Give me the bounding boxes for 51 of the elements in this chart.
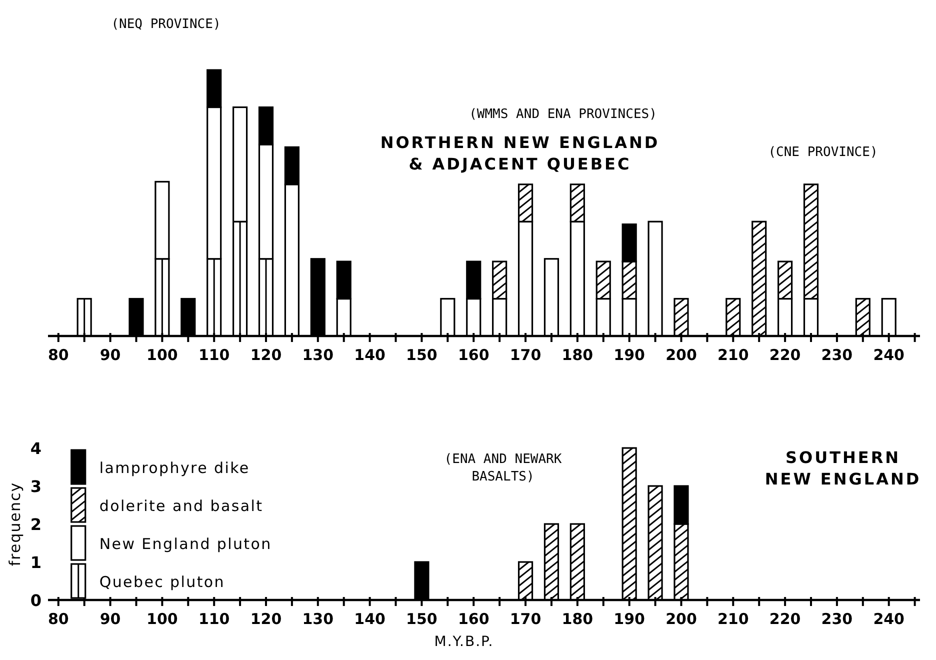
x-tick-label: 230 (821, 346, 853, 364)
text: NORTHERN NEW ENGLAND & ADJACENT QUEBEC (380, 133, 660, 174)
x-tick-label: 80 (48, 346, 69, 364)
x-tick-label: 110 (198, 610, 230, 628)
y-tick-label: 0 (30, 591, 42, 610)
x-tick-label: 220 (769, 610, 801, 628)
x-tick-label: 180 (562, 610, 594, 628)
x-tick-label: 190 (614, 346, 645, 364)
annotation: (ENA AND NEWARK BASALTS) (444, 452, 562, 485)
x-tick-label: 170 (510, 610, 542, 628)
y-tick-label: 2 (30, 515, 42, 534)
x-tick-label: 210 (717, 610, 749, 628)
x-tick-label: 90 (100, 610, 121, 628)
x-tick-label: 200 (666, 610, 697, 628)
legend-label: lamprophyre dike (99, 459, 250, 477)
x-tick-label: 240 (873, 610, 905, 628)
x-tick-label: 150 (406, 610, 438, 628)
x-tick-label: 120 (250, 346, 282, 364)
x-tick-label: 230 (821, 610, 853, 628)
x-tick-label: 210 (717, 346, 749, 364)
x-axis-title: M.Y.B.P. (434, 634, 494, 650)
text: (NEQ PROVINCE) (111, 17, 221, 32)
x-tick-label: 240 (873, 346, 905, 364)
y-tick-label: 1 (30, 553, 42, 572)
x-tick-label: 130 (302, 610, 334, 628)
legend-label: dolerite and basalt (99, 497, 264, 515)
legend-label: Quebec pluton (99, 573, 226, 591)
x-tick-label: 140 (354, 610, 386, 628)
x-tick-label: 100 (146, 346, 178, 364)
y-axis-title: frequency (6, 482, 24, 566)
y-tick-label: 4 (30, 439, 42, 458)
annotation: (WMMS AND ENA PROVINCES) (469, 107, 657, 122)
x-tick-label: 170 (510, 346, 542, 364)
x-tick-label: 120 (250, 610, 282, 628)
x-tick-label: 130 (302, 346, 334, 364)
x-tick-label: 160 (458, 610, 490, 628)
y-tick-label: 3 (30, 477, 42, 496)
x-tick-label: 100 (146, 610, 178, 628)
x-tick-label: 160 (458, 346, 490, 364)
x-tick-label: 220 (769, 346, 801, 364)
x-tick-label: 110 (198, 346, 230, 364)
legend-label: New England pluton (99, 535, 272, 553)
x-tick-label: 140 (354, 346, 386, 364)
x-tick-label: 200 (666, 346, 697, 364)
x-tick-label: 150 (406, 346, 438, 364)
annotation: (CNE PROVINCE) (768, 145, 878, 160)
x-tick-label: 90 (100, 346, 121, 364)
x-tick-label: 190 (614, 610, 645, 628)
x-tick-label: 80 (48, 610, 69, 628)
x-tick-label: 180 (562, 346, 594, 364)
text: SOUTHERN NEW ENGLAND (764, 448, 922, 489)
